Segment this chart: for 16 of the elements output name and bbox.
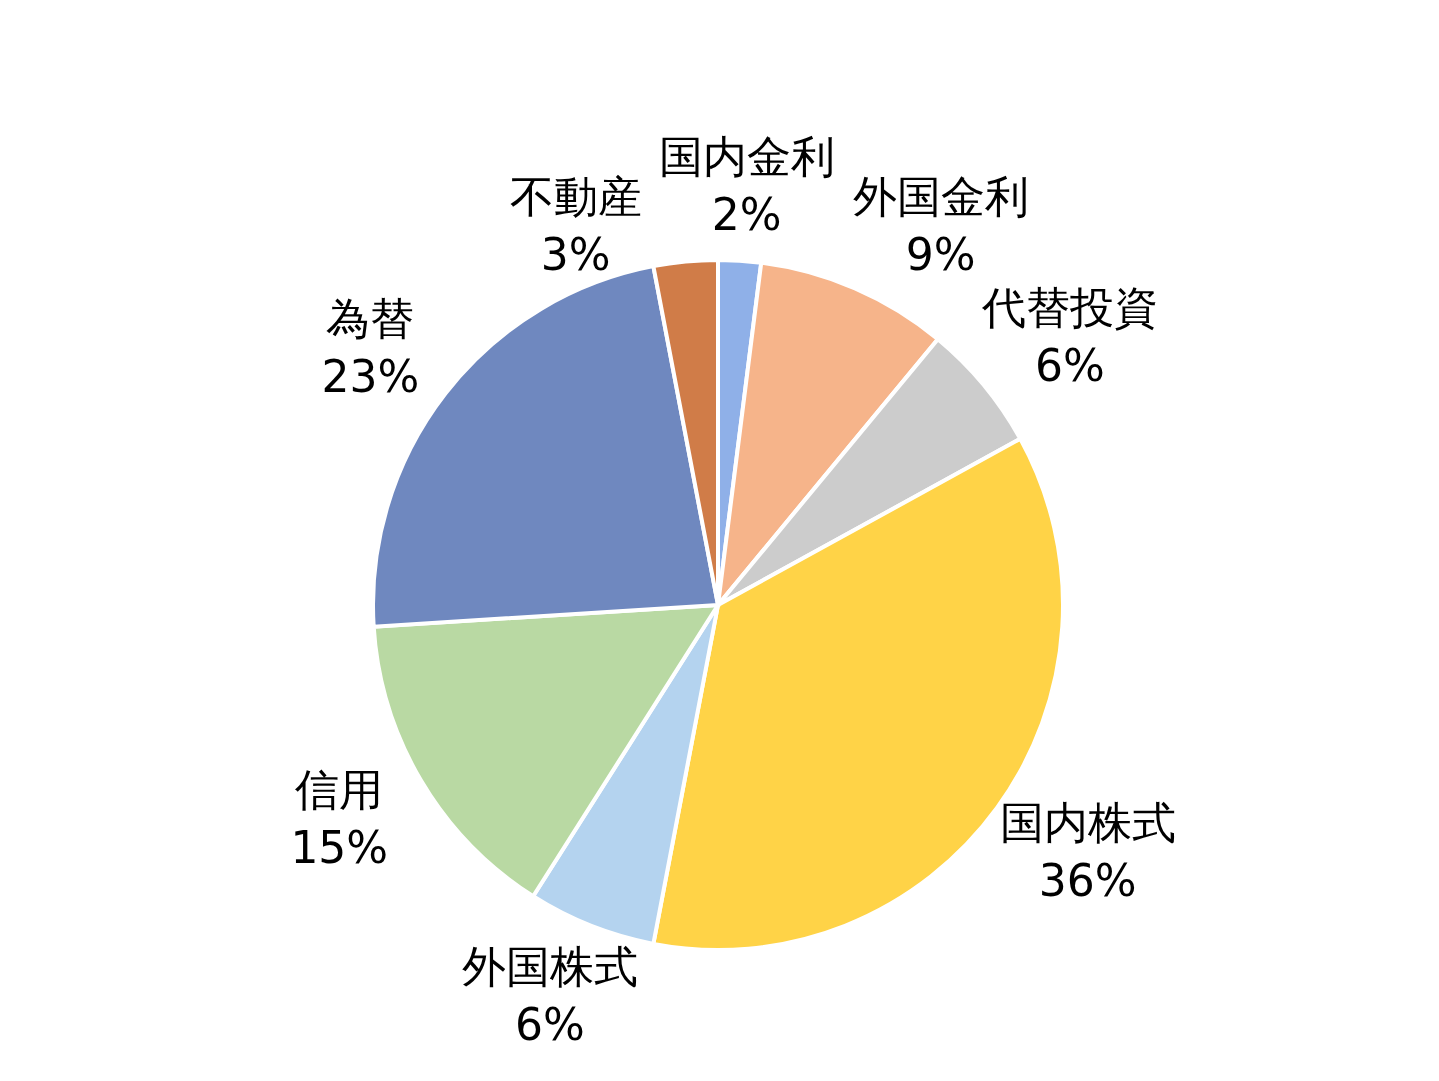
slice-label: 代替投資 (980, 282, 1158, 334)
slice-label: 外国金利 (852, 170, 1029, 222)
data-label: 3% (540, 228, 611, 280)
data-label: 15% (290, 821, 389, 873)
slice-label: 為替 (326, 292, 415, 344)
data-label: 36% (1038, 854, 1137, 906)
data-label: 9% (905, 228, 976, 280)
slice-label: 外国株式 (461, 940, 638, 992)
slice-label: 国内金利 (658, 130, 835, 182)
slice-label: 国内株式 (999, 796, 1176, 848)
slice-label: 信用 (295, 763, 384, 815)
slice-label: 不動産 (509, 170, 642, 222)
data-label: 6% (1035, 340, 1105, 392)
data-label: 6% (514, 998, 585, 1050)
data-label: 2% (711, 188, 782, 240)
data-label: 23% (321, 350, 420, 402)
